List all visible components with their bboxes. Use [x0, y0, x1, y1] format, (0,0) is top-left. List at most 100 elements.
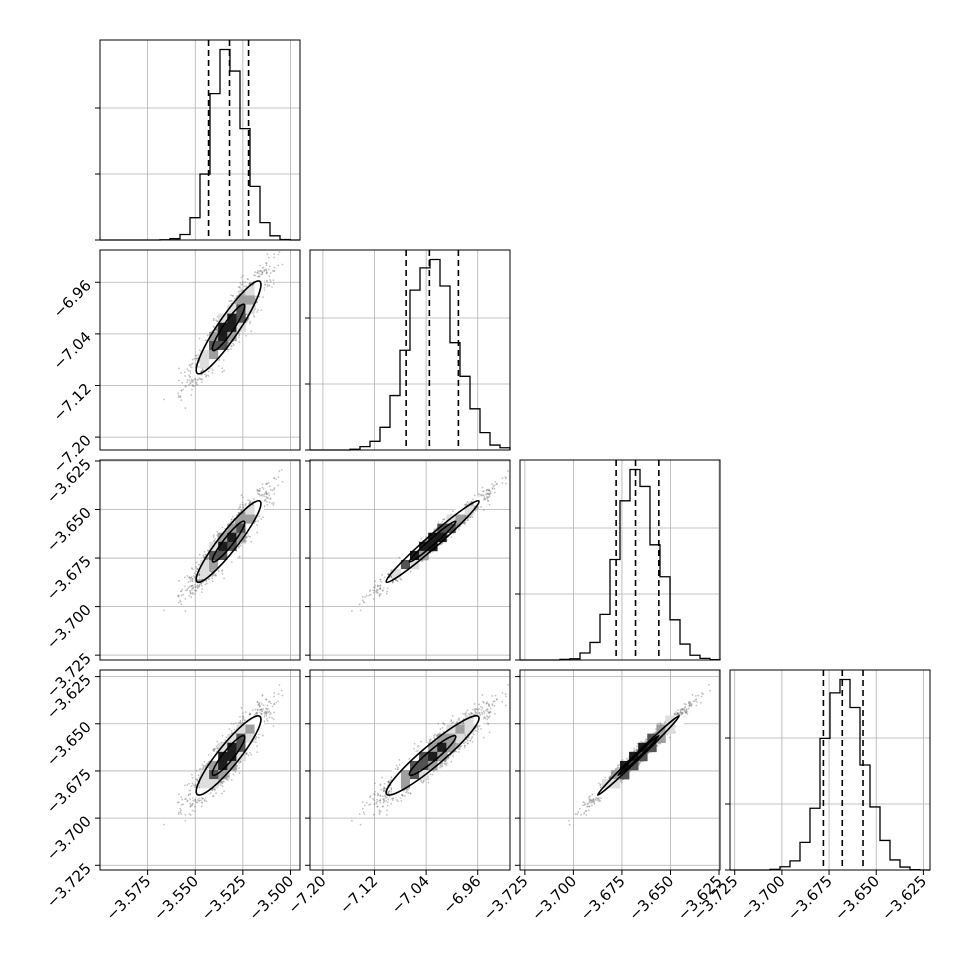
sample-point: [191, 568, 194, 571]
sample-point: [245, 752, 248, 755]
sample-point: [463, 744, 466, 747]
sample-point: [487, 716, 490, 719]
sample-point: [237, 508, 240, 510]
sample-point: [582, 801, 585, 803]
sample-point: [241, 283, 244, 286]
sample-point: [206, 549, 209, 552]
sample-point: [501, 482, 504, 484]
histogram-1: [100, 48, 300, 241]
sample-point: [400, 799, 403, 802]
sample-point: [201, 797, 204, 800]
sample-point: [598, 798, 601, 801]
sample-point: [216, 531, 219, 533]
sample-point: [221, 569, 224, 572]
sample-point: [597, 800, 600, 803]
sample-point: [216, 320, 219, 323]
sample-point: [200, 370, 203, 372]
sample-point: [636, 742, 639, 745]
sample-point: [684, 709, 687, 712]
sample-point: [685, 711, 688, 714]
sample-point: [416, 749, 419, 752]
sample-point: [379, 794, 382, 797]
sample-point: [273, 253, 275, 255]
density-cell: [245, 295, 255, 305]
sample-point: [677, 709, 679, 712]
sample-point: [265, 269, 268, 272]
sample-point: [596, 797, 599, 800]
sample-point: [258, 709, 261, 711]
sample-point: [383, 787, 386, 790]
panel-frame: [99, 39, 301, 241]
sample-point: [457, 718, 460, 721]
sample-point: [617, 764, 619, 767]
density-cell: [245, 715, 255, 725]
sample-point: [383, 798, 385, 801]
sample-point: [351, 610, 353, 612]
sample-point: [261, 493, 264, 496]
sample-point: [180, 813, 183, 815]
sample-point: [264, 499, 266, 502]
sample-point: [237, 546, 240, 549]
sample-point: [188, 576, 190, 579]
sample-point: [689, 701, 692, 704]
sample-point: [236, 542, 239, 545]
sample-point: [181, 382, 184, 384]
density-cell: [455, 733, 465, 744]
sample-point: [608, 776, 611, 778]
sample-point: [676, 712, 679, 715]
sample-point: [200, 370, 203, 373]
sample-point: [627, 758, 630, 760]
sample-point: [494, 694, 497, 697]
density-cell: [391, 569, 402, 579]
sample-point: [433, 734, 436, 737]
sample-point: [190, 596, 193, 599]
sample-point: [264, 284, 266, 286]
sample-point: [269, 489, 272, 491]
sample-point: [618, 763, 620, 766]
sample-point: [243, 511, 246, 514]
sample-point: [680, 712, 683, 714]
sample-point: [273, 477, 275, 480]
sample-point: [192, 586, 195, 589]
density-cell: [410, 541, 420, 552]
sample-point: [220, 784, 222, 786]
sample-point: [269, 712, 272, 714]
sample-point: [277, 476, 280, 478]
sample-point: [245, 535, 248, 538]
sample-point: [209, 570, 212, 572]
sample-point: [191, 591, 194, 594]
sample-point: [387, 573, 390, 576]
y-tick-label: −7.04: [50, 328, 95, 373]
sample-point: [443, 723, 446, 726]
sample-point: [481, 711, 483, 714]
sample-point: [463, 713, 466, 715]
sample-point: [254, 271, 257, 273]
density-cell: [592, 788, 603, 798]
sample-point: [186, 800, 189, 803]
sample-point: [163, 609, 165, 612]
sample-point: [239, 721, 242, 724]
sample-point: [243, 285, 246, 288]
sample-point: [398, 556, 401, 559]
sample-point: [600, 797, 603, 799]
sample-point: [200, 799, 202, 802]
density-cell: [464, 505, 474, 515]
sample-point: [223, 369, 226, 372]
sample-point: [198, 585, 201, 587]
sample-point: [240, 509, 243, 512]
histogram-2: [310, 258, 511, 451]
sample-point: [486, 496, 489, 499]
sample-point: [474, 710, 477, 713]
sample-point: [191, 593, 194, 596]
sample-point: [233, 297, 236, 300]
x-tick-label: −3.575: [102, 872, 154, 924]
contour-line: [195, 715, 262, 796]
sample-point: [597, 797, 600, 800]
sample-point: [373, 586, 376, 589]
sample-point: [180, 803, 183, 806]
sample-point: [239, 503, 242, 506]
density-cell: [647, 742, 657, 753]
sample-point: [187, 793, 190, 796]
sample-point: [474, 713, 476, 716]
density-cell: [236, 724, 246, 734]
